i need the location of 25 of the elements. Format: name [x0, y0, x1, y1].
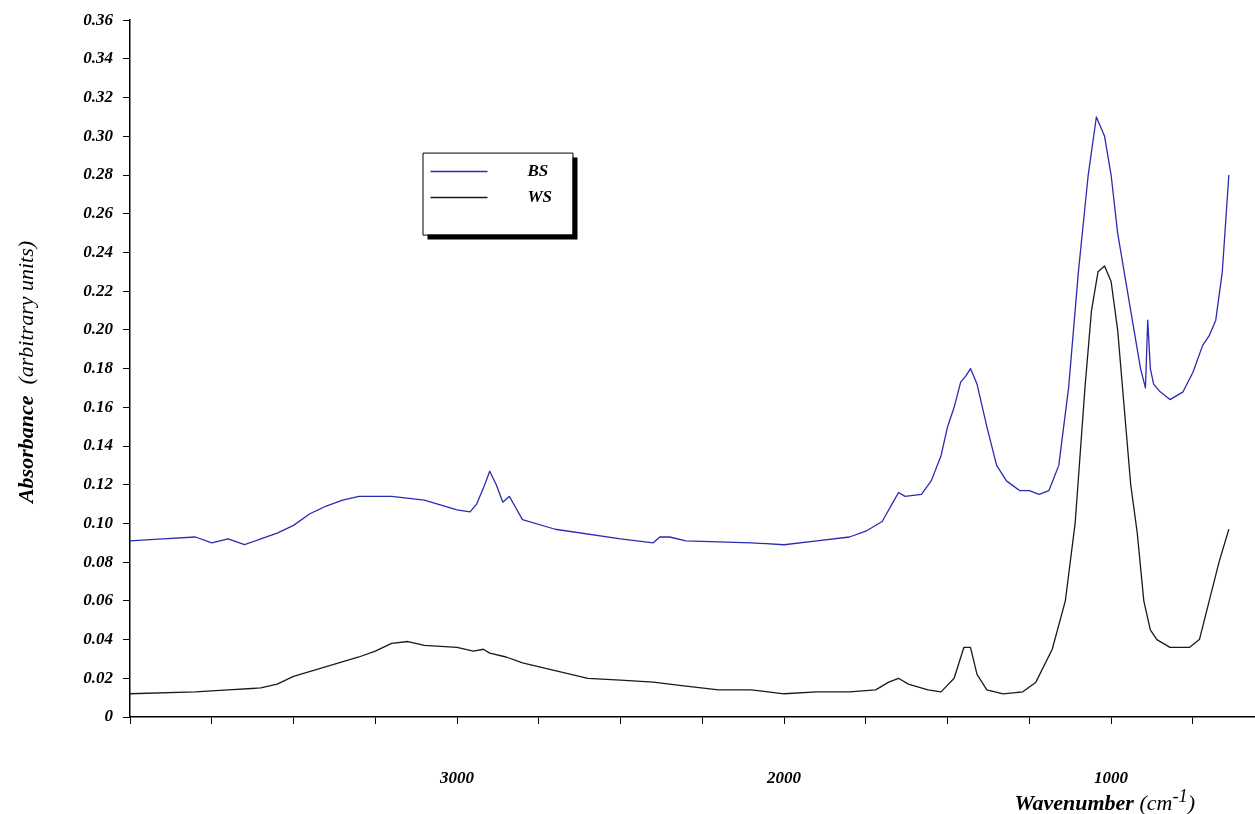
y-tick-label: 0.34 [83, 48, 113, 68]
y-tick-label: 0.08 [83, 551, 114, 571]
y-tick-label: 0.10 [83, 512, 114, 532]
y-tick-label: 0.30 [83, 125, 114, 145]
y-tick-label: 0.12 [83, 474, 114, 494]
y-tick-label: 0.20 [83, 319, 114, 339]
x-tick-label: 3000 [439, 767, 475, 787]
x-tick-label: 2000 [766, 767, 802, 787]
y-tick-label: 0.16 [83, 396, 114, 416]
y-axis-title: Absorbance (arbitrary units) [13, 240, 38, 504]
y-tick-label: 0.06 [83, 590, 114, 610]
legend-label: WS [527, 186, 553, 206]
y-tick-label: 0.28 [83, 164, 114, 184]
y-tick-label: 0 [104, 706, 114, 726]
y-tick-label: 0.18 [83, 357, 114, 377]
y-tick-label: 0.32 [83, 87, 114, 107]
y-tick-label: 0.02 [83, 667, 114, 687]
y-tick-label: 0.22 [83, 280, 114, 300]
y-tick-label: 0.26 [83, 203, 114, 223]
y-tick-label: 0.36 [83, 9, 114, 29]
y-tick-label: 0.24 [83, 241, 113, 261]
legend-label: BS [526, 160, 549, 180]
x-tick-label: 1000 [1094, 767, 1129, 787]
y-tick-label: 0.14 [83, 435, 113, 455]
y-tick-label: 0.04 [83, 628, 113, 648]
